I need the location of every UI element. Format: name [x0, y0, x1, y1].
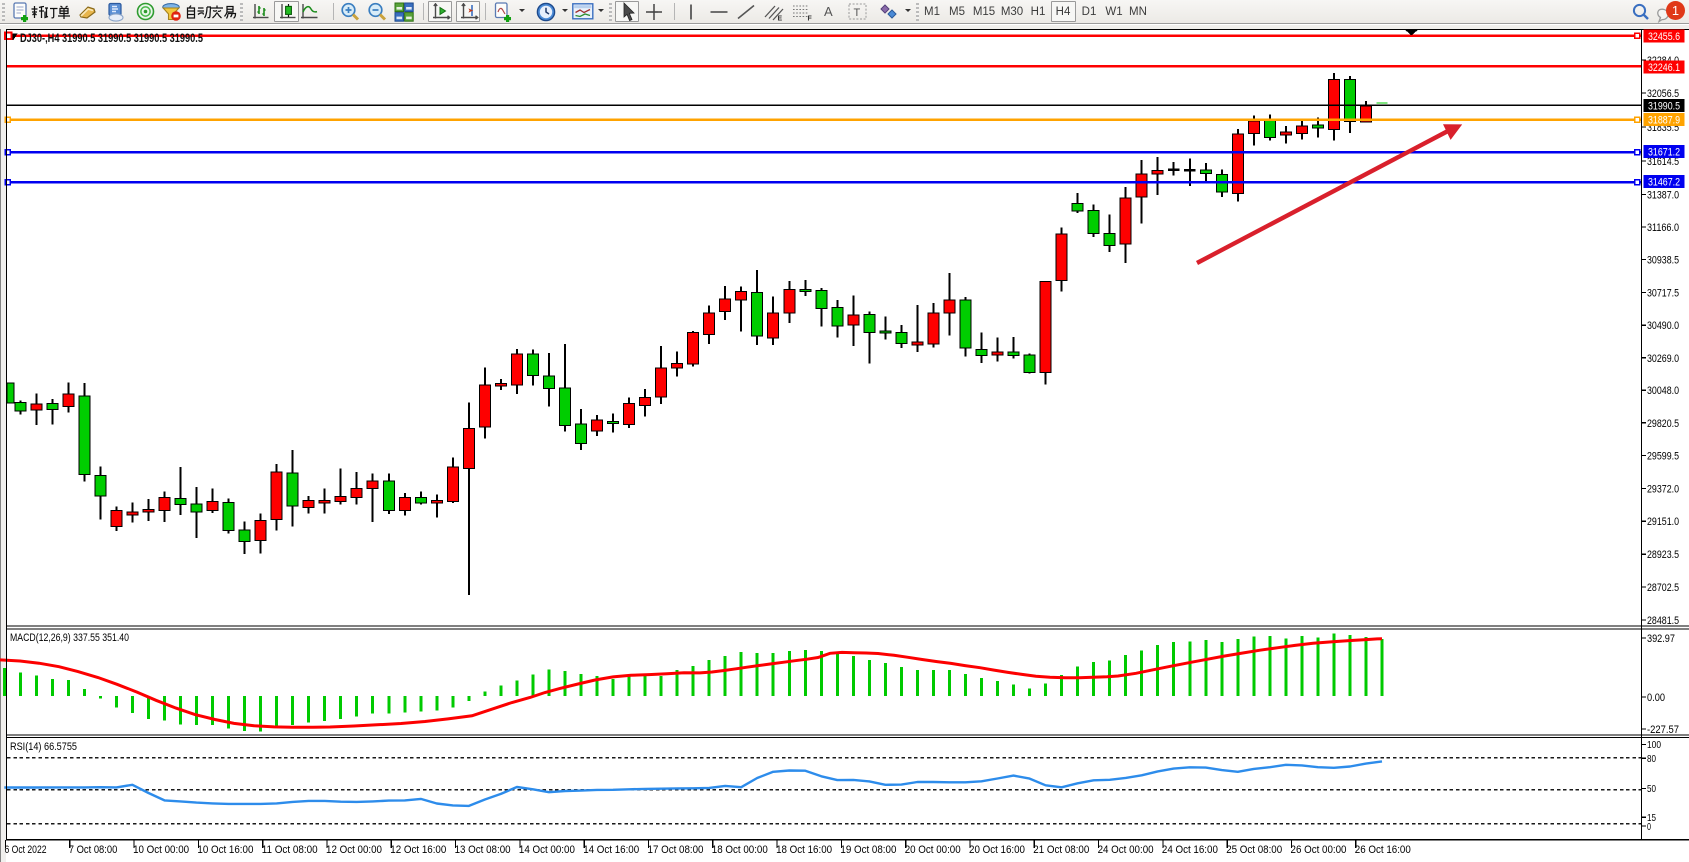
svg-text:31671.2: 31671.2	[1648, 147, 1680, 159]
svg-text:29599.5: 29599.5	[1647, 451, 1679, 463]
svg-text:100: 100	[1647, 739, 1661, 751]
svg-text:31887.9: 31887.9	[1648, 115, 1680, 127]
svg-text:31166.0: 31166.0	[1647, 222, 1679, 234]
svg-text:18 Oct 00:00: 18 Oct 00:00	[712, 844, 768, 856]
svg-text:15: 15	[1647, 812, 1656, 824]
svg-text:12 Oct 00:00: 12 Oct 00:00	[326, 844, 382, 856]
svg-text:26 Oct 16:00: 26 Oct 16:00	[1355, 844, 1411, 856]
svg-text:11 Oct 08:00: 11 Oct 08:00	[262, 844, 318, 856]
svg-text:13 Oct 08:00: 13 Oct 08:00	[455, 844, 511, 856]
svg-text:20 Oct 16:00: 20 Oct 16:00	[969, 844, 1025, 856]
svg-text:28702.5: 28702.5	[1647, 582, 1679, 594]
svg-text:14 Oct 00:00: 14 Oct 00:00	[519, 844, 575, 856]
svg-text:MACD(12,26,9) 337.55 351.40: MACD(12,26,9) 337.55 351.40	[10, 632, 129, 644]
svg-text:10 Oct 16:00: 10 Oct 16:00	[197, 844, 253, 856]
svg-text:30269.0: 30269.0	[1647, 353, 1679, 365]
svg-text:30490.0: 30490.0	[1647, 320, 1679, 332]
svg-text:24 Oct 00:00: 24 Oct 00:00	[1098, 844, 1154, 856]
svg-text:80: 80	[1647, 753, 1656, 765]
svg-text:20 Oct 00:00: 20 Oct 00:00	[905, 844, 961, 856]
svg-text:29151.0: 29151.0	[1647, 516, 1679, 528]
svg-text:50: 50	[1647, 783, 1656, 795]
svg-text:28481.5: 28481.5	[1647, 615, 1679, 627]
svg-text:-227.57: -227.57	[1647, 724, 1679, 736]
svg-text:12 Oct 16:00: 12 Oct 16:00	[390, 844, 446, 856]
svg-text:31990.5: 31990.5	[1648, 101, 1680, 113]
svg-text:7 Oct 08:00: 7 Oct 08:00	[69, 844, 118, 856]
svg-text:31467.2: 31467.2	[1648, 177, 1680, 189]
svg-text:32246.1: 32246.1	[1648, 62, 1680, 74]
svg-text:0.00: 0.00	[1647, 692, 1665, 704]
svg-text:T: T	[854, 7, 861, 19]
svg-text:18 Oct 16:00: 18 Oct 16:00	[776, 844, 832, 856]
svg-text:F: F	[808, 16, 813, 22]
svg-text:17 Oct 08:00: 17 Oct 08:00	[648, 844, 704, 856]
svg-text:32455.6: 32455.6	[1648, 31, 1680, 43]
svg-text:0: 0	[1647, 821, 1651, 833]
svg-text:DJ30-,H4 31990.5 31990.5 3199: DJ30-,H4 31990.5 31990.5 31990.5 31990.5	[20, 31, 203, 45]
svg-text:392.97: 392.97	[1647, 633, 1675, 645]
svg-text:14 Oct 16:00: 14 Oct 16:00	[583, 844, 639, 856]
svg-text:31614.5: 31614.5	[1647, 156, 1679, 168]
svg-text:28923.5: 28923.5	[1647, 549, 1679, 561]
svg-text:25 Oct 08:00: 25 Oct 08:00	[1226, 844, 1282, 856]
svg-text:E: E	[778, 16, 783, 22]
svg-text:31387.0: 31387.0	[1647, 190, 1679, 202]
svg-text:32056.5: 32056.5	[1647, 88, 1679, 100]
svg-text:30938.5: 30938.5	[1647, 255, 1679, 267]
svg-text:RSI(14) 66.5755: RSI(14) 66.5755	[10, 741, 77, 753]
svg-text:19 Oct 08:00: 19 Oct 08:00	[840, 844, 896, 856]
svg-text:6 Oct 2022: 6 Oct 2022	[5, 844, 47, 856]
svg-text:30717.5: 30717.5	[1647, 288, 1679, 300]
svg-text:26 Oct 00:00: 26 Oct 00:00	[1291, 844, 1347, 856]
svg-text:30048.0: 30048.0	[1647, 385, 1679, 397]
svg-text:29820.5: 29820.5	[1647, 418, 1679, 430]
svg-text:10 Oct 00:00: 10 Oct 00:00	[133, 844, 189, 856]
svg-text:21 Oct 08:00: 21 Oct 08:00	[1033, 844, 1089, 856]
svg-text:29372.0: 29372.0	[1647, 484, 1679, 496]
svg-text:24 Oct 16:00: 24 Oct 16:00	[1162, 844, 1218, 856]
